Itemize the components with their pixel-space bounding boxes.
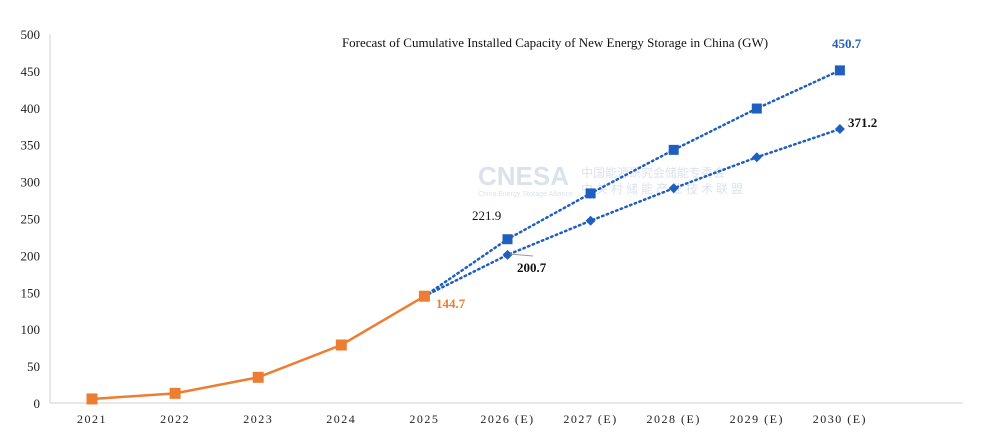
data-point-0 [169,387,181,399]
y-tick-label: 500 [21,27,41,42]
chart-title: Forecast of Cumulative Installed Capacit… [342,35,768,50]
x-tick-label: 2021 [77,412,107,426]
data-point-0 [86,393,98,405]
y-tick-label: 400 [21,101,41,116]
x-tick-label: 2030 (E) [813,412,867,426]
data-point-2 [502,249,513,260]
series-line-0 [91,295,426,401]
data-point-1 [751,103,762,114]
data-label: 450.7 [832,36,862,51]
x-tick-label: 2029 (E) [730,412,784,426]
data-point-0 [418,290,430,302]
watermark-cn1: 中国能源研究会储能专委会 [581,165,725,180]
series-line-2 [423,127,842,298]
data-point-2 [585,215,596,226]
watermark-cn2: 中关村储能产业技术联盟 [581,181,746,196]
y-tick-label: 350 [21,138,41,153]
label-leader-line [509,253,534,257]
data-point-0 [252,371,264,383]
watermark-logo: CNESA [478,161,569,191]
y-tick-label: 250 [21,212,41,227]
data-point-1 [834,65,845,76]
y-tick-label: 200 [21,248,41,263]
x-tick-label: 2024 [326,412,356,426]
x-tick-label: 2027 (E) [563,412,617,426]
data-point-1 [668,144,679,155]
x-tick-label: 2022 [160,412,190,426]
data-label: 371.2 [848,115,877,130]
data-point-1 [502,234,513,245]
data-point-2 [751,152,762,163]
x-tick-label: 2026 (E) [480,412,534,426]
data-point-1 [585,188,596,199]
data-point-0 [335,339,347,351]
data-label: 144.7 [436,296,466,311]
x-tick-label: 2028 (E) [647,412,701,426]
data-point-2 [834,124,845,135]
data-label: 200.7 [517,260,547,275]
data-label: 221.9 [472,208,501,223]
y-tick-label: 100 [21,322,41,337]
x-tick-label: 2023 [243,412,273,426]
watermark: CNESA China Energy Storage Alliance 中国能源… [478,161,746,198]
data-point-2 [668,183,679,194]
x-tick-label: 2025 [409,412,439,426]
y-tick-label: 50 [27,359,40,374]
watermark-sub: China Energy Storage Alliance [478,191,573,198]
y-tick-label: 150 [21,285,41,300]
y-tick-label: 450 [21,64,41,79]
y-tick-label: 0 [34,396,41,411]
series-line-1 [423,69,842,298]
y-tick-label: 300 [21,175,41,190]
